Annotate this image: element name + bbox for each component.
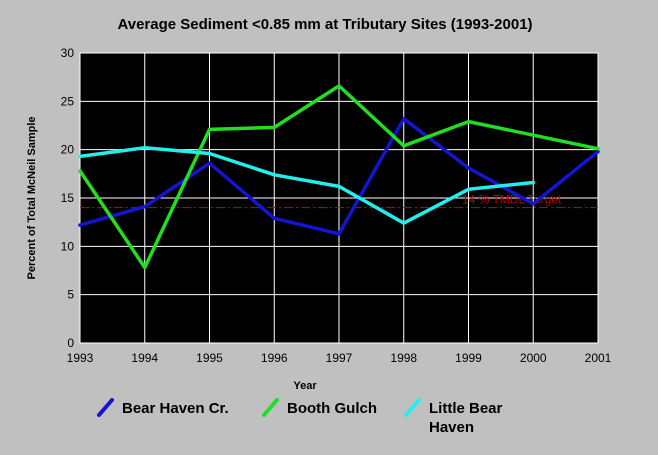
y-tick-label: 15 (61, 191, 75, 205)
grid (79, 52, 599, 344)
x-tick-label: 1995 (196, 351, 223, 365)
x-tick-label: 1997 (326, 351, 353, 365)
x-tick-label: 1994 (131, 351, 158, 365)
chart-title: Average Sediment <0.85 mm at Tributary S… (117, 16, 532, 33)
y-tick-label: 30 (61, 46, 75, 60)
legend-swatch (97, 398, 114, 417)
series-group (78, 84, 600, 270)
x-tick-label: 1998 (390, 351, 417, 365)
y-axis-label: Percent of Total McNeil Sample (26, 116, 38, 279)
series-line-little-bear-haven (78, 145, 536, 225)
y-tick-label: 10 (61, 239, 75, 253)
series-line-booth-gulch (78, 84, 600, 270)
legend-label: Haven (429, 419, 474, 436)
series-line-bear-haven-cr (78, 116, 600, 236)
x-tick-label: 1996 (261, 351, 288, 365)
ticks: 1993 1994 1995 1996 1997 1998 1999 2000 2001 0 5 10… (61, 46, 612, 365)
y-tick-label: 5 (67, 288, 74, 302)
legend: Bear Haven Cr. Booth Gulch Little Bear Have… (97, 398, 503, 436)
x-tick-label: 2000 (520, 351, 547, 365)
y-tick-label: 0 (67, 336, 74, 350)
x-axis-label: Year (293, 380, 317, 392)
x-tick-label: 1999 (455, 351, 482, 365)
x-tick-label: 2001 (585, 351, 612, 365)
legend-label: Little Bear (429, 400, 503, 417)
legend-label: Bear Haven Cr. (122, 400, 229, 417)
legend-label: Booth Gulch (287, 400, 377, 417)
y-tick-label: 20 (61, 143, 75, 157)
x-tick-label: 1993 (67, 351, 94, 365)
legend-swatch (404, 398, 421, 417)
y-tick-label: 25 (61, 94, 75, 108)
legend-swatch (262, 398, 279, 417)
